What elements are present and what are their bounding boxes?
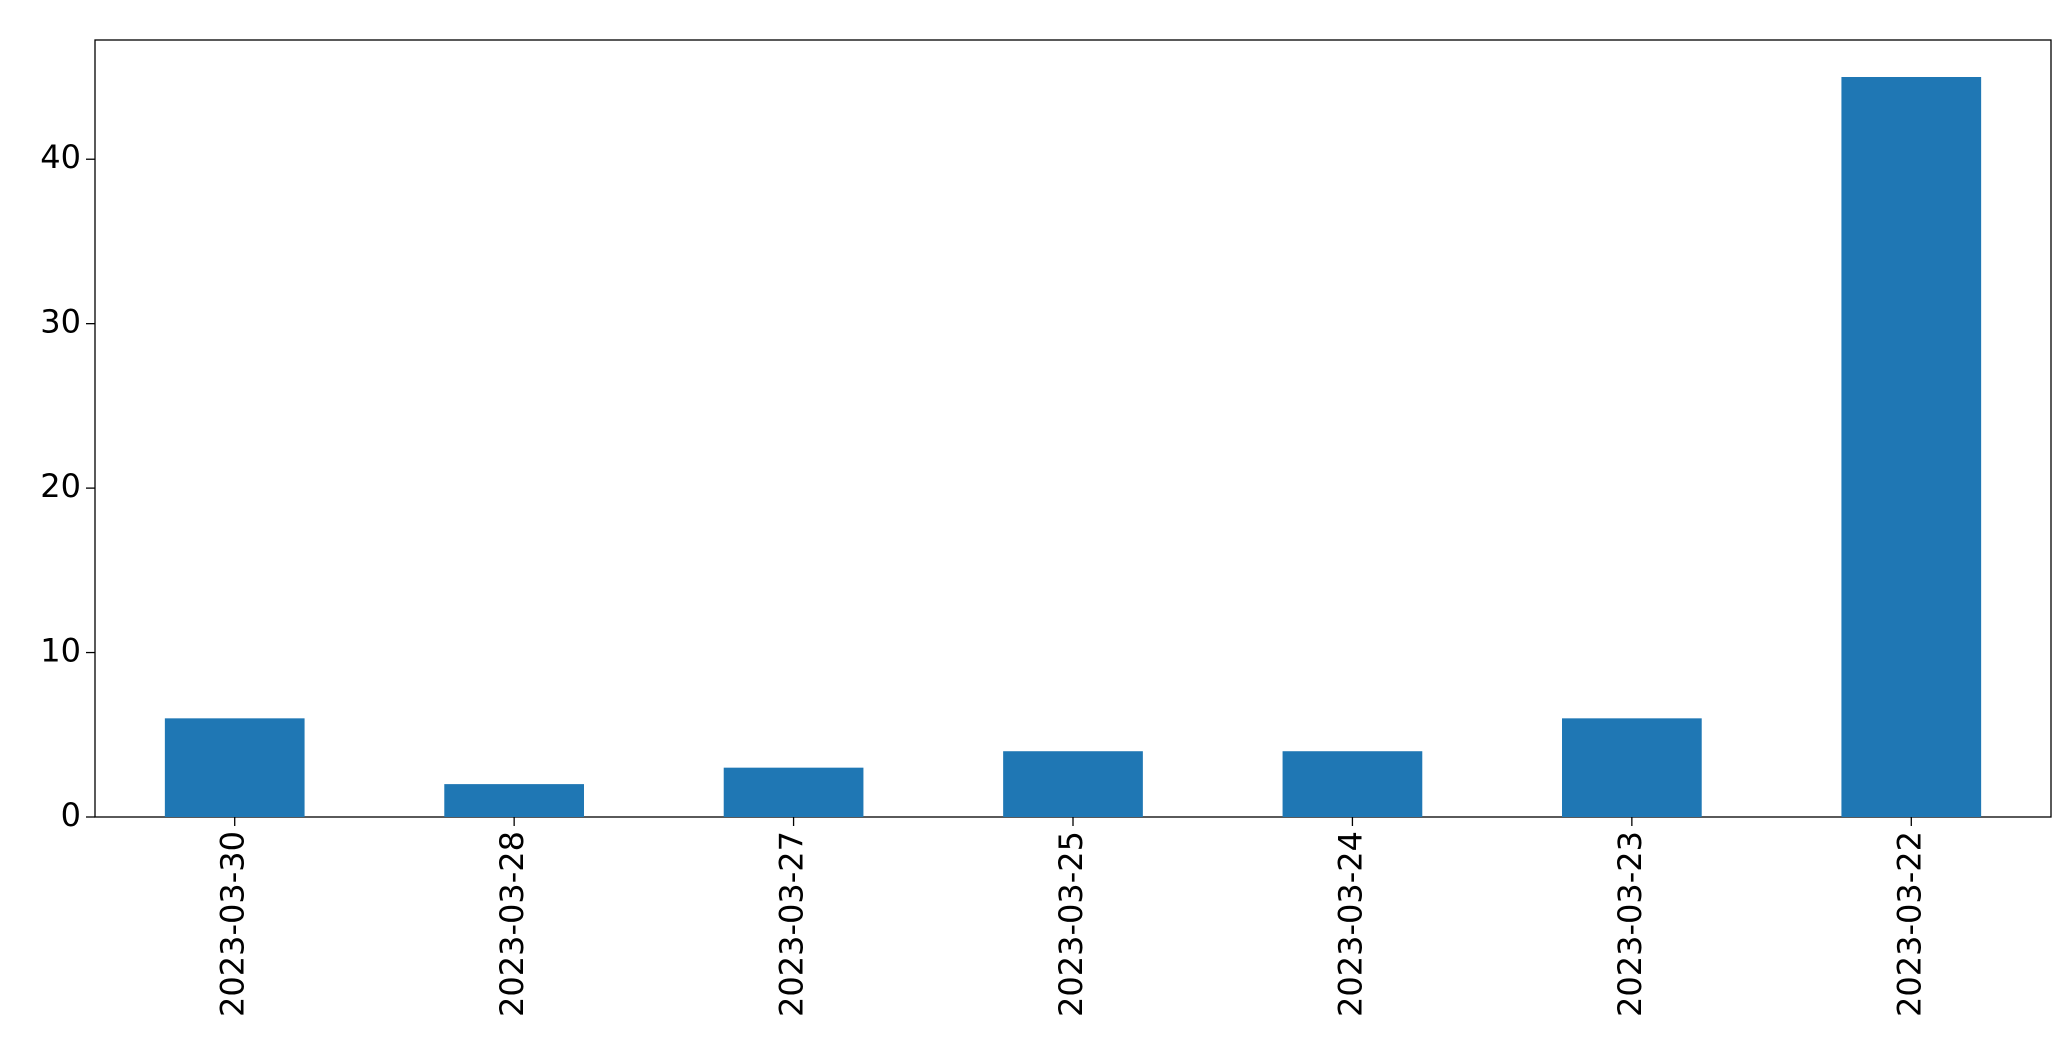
- axes-frame: [94, 39, 2052, 818]
- y-tick-label: 0: [61, 796, 81, 834]
- y-tick-label: 40: [40, 138, 81, 176]
- bar: [1003, 751, 1143, 817]
- bar: [1562, 718, 1702, 817]
- bar: [1841, 77, 1982, 817]
- bar: [1282, 751, 1423, 817]
- x-tick-label: 2023-03-27: [773, 831, 811, 1017]
- x-tick-label: 2023-03-28: [493, 831, 531, 1017]
- y-tick-label: 10: [40, 632, 81, 670]
- y-tick-label: 20: [40, 467, 81, 505]
- x-tick-label: 2023-03-23: [1611, 831, 1649, 1017]
- x-tick-label: 2023-03-24: [1331, 831, 1369, 1017]
- x-tick-label: 2023-03-25: [1052, 831, 1090, 1017]
- bar: [164, 718, 305, 817]
- bar: [444, 784, 584, 817]
- y-tick-label: 30: [40, 303, 81, 341]
- x-tick-label: 2023-03-30: [214, 831, 252, 1017]
- bar: [723, 767, 864, 817]
- x-tick-label: 2023-03-22: [1890, 831, 1928, 1017]
